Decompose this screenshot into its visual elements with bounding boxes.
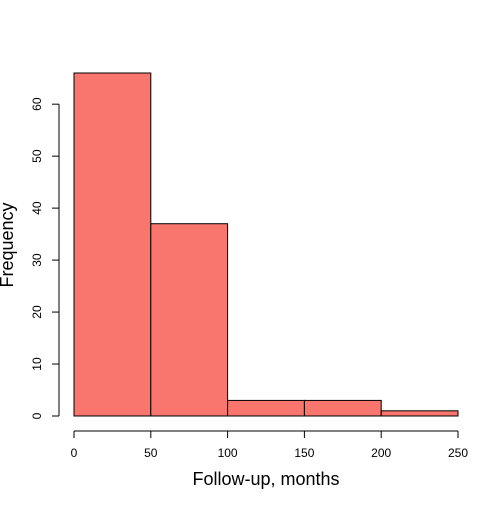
histogram-bar-0 (73, 72, 152, 417)
histogram-bar-3 (303, 399, 382, 417)
y-tick-label-2: 20 (30, 305, 44, 319)
x-tick-label-4: 200 (371, 446, 391, 460)
histogram-bar-4 (380, 410, 459, 417)
x-axis-label: Follow-up, months (192, 469, 339, 489)
y-axis-label: Frequency (0, 202, 17, 287)
histogram-bar-2 (227, 399, 305, 417)
y-tick-label-0: 0 (30, 412, 44, 419)
x-tick-label-5: 250 (448, 446, 468, 460)
y-tick-label-3: 30 (30, 253, 44, 267)
y-tick-label-4: 40 (30, 201, 44, 215)
bars-layer (73, 72, 459, 417)
x-tick-label-2: 100 (218, 446, 238, 460)
y-tick-label-6: 60 (30, 97, 44, 111)
histogram-bar-1 (150, 223, 229, 417)
x-tick-label-0: 0 (71, 446, 78, 460)
x-tick-label-3: 150 (294, 446, 314, 460)
y-tick-label-5: 50 (30, 149, 44, 163)
y-axis: 0 10 20 30 40 50 60 (30, 97, 60, 419)
y-tick-label-1: 10 (30, 357, 44, 371)
x-tick-label-1: 50 (144, 446, 158, 460)
x-axis: 0 50 100 150 200 250 (71, 430, 468, 460)
